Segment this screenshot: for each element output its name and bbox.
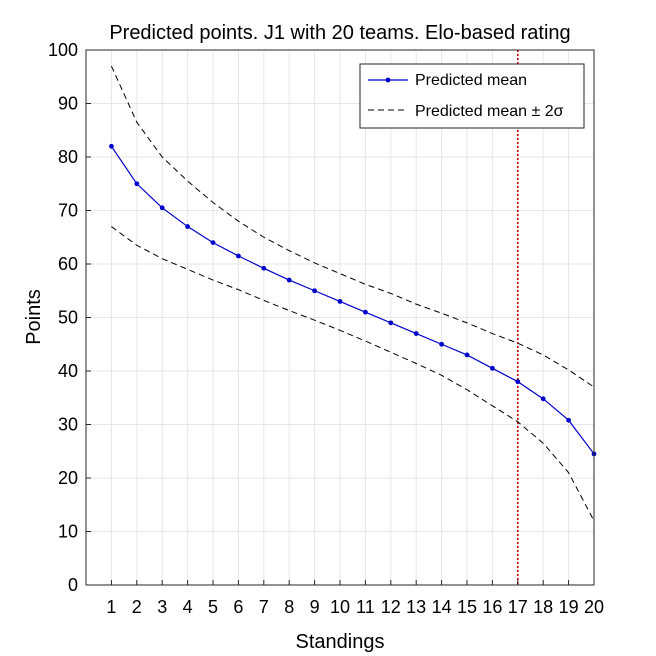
data-point [540, 396, 546, 402]
y-tick-label: 60 [58, 254, 78, 274]
y-tick-label: 30 [58, 415, 78, 435]
data-point [236, 253, 241, 259]
x-tick-label: 17 [508, 597, 528, 617]
data-point [210, 240, 216, 246]
y-tick-label: 50 [58, 308, 78, 328]
y-tick-label: 20 [58, 468, 78, 488]
x-tick-label: 5 [208, 597, 218, 617]
data-point [388, 320, 394, 326]
y-tick-label: 100 [48, 40, 78, 60]
x-tick-label: 12 [381, 597, 401, 617]
legend: Predicted mean Predicted mean ± 2σ [359, 63, 585, 129]
series-line-predicted-mean [110, 145, 595, 455]
series-layer [109, 65, 597, 522]
x-tick-label: 4 [183, 597, 193, 617]
y-axis-label: Points [23, 289, 45, 345]
legend-box [359, 63, 585, 129]
x-tick-label: 13 [406, 597, 426, 617]
series-line-upper-bound [110, 65, 595, 388]
x-tick-label: 11 [356, 597, 375, 617]
chart-title: Predicted points. J1 with 20 teams. Elo-… [109, 22, 570, 44]
data-point [566, 417, 571, 423]
data-point [312, 288, 317, 294]
series-line-lower-bound [111, 226, 595, 522]
x-tick-label: 20 [584, 597, 604, 617]
x-tick-label: 9 [310, 597, 320, 617]
y-tick-label: 40 [58, 361, 78, 381]
x-tick-label: 10 [330, 597, 350, 617]
data-point [109, 143, 114, 149]
data-point [185, 224, 191, 229]
y-tick-label: 80 [58, 147, 78, 167]
x-tick-label: 7 [259, 597, 269, 617]
x-tick-label: 18 [533, 597, 553, 617]
x-tick-label: 16 [482, 597, 502, 617]
data-point [134, 181, 140, 187]
x-tick-label: 3 [157, 597, 167, 617]
y-tick-label: 0 [68, 575, 78, 595]
x-tick-label: 6 [233, 597, 243, 617]
x-axis-label: Standings [296, 631, 385, 653]
x-tick-label: 19 [559, 597, 579, 617]
legend-label-mean: Predicted mean [415, 72, 527, 89]
x-tick-label: 2 [132, 597, 142, 617]
data-point [261, 265, 267, 271]
x-tick-label: 14 [432, 597, 452, 617]
data-point [464, 352, 470, 358]
legend-label-band: Predicted mean ± 2σ [415, 103, 564, 120]
legend-marker-mean [385, 77, 391, 83]
data-point [490, 365, 495, 371]
data-point [159, 205, 165, 211]
y-tick-label: 90 [58, 94, 78, 114]
x-tick-label: 15 [457, 597, 477, 617]
data-point [363, 309, 368, 315]
y-tick-label: 10 [58, 522, 78, 542]
x-tick-label: 8 [284, 597, 294, 617]
data-point [413, 331, 419, 336]
data-point [286, 277, 292, 283]
data-point [515, 379, 521, 385]
data-point [337, 299, 343, 304]
data-point [439, 341, 444, 347]
y-tick-label: 70 [58, 201, 78, 221]
x-tick-label: 1 [106, 597, 116, 617]
